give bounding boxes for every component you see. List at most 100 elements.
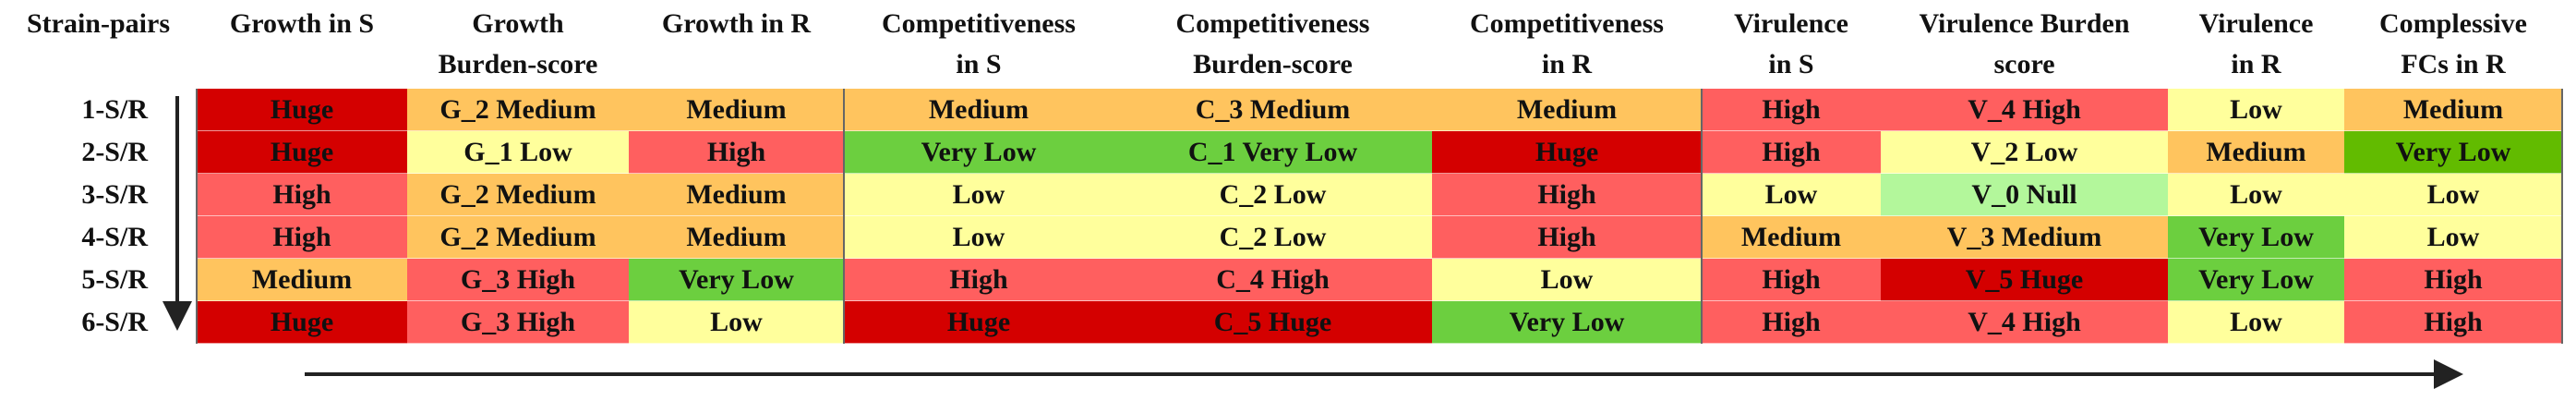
table-cell: Very Low	[2168, 259, 2344, 301]
table-cell: V_3 Medium	[1881, 216, 2168, 259]
column-header: Virulence Burden score	[1881, 4, 2168, 85]
table-cell: High	[1432, 216, 1702, 259]
header-line: Growth	[472, 8, 564, 39]
header-line: FCs in R	[2401, 49, 2506, 79]
table-cell: High	[1432, 174, 1702, 216]
row-label: 6-S/R	[81, 307, 148, 337]
row-label: 1-S/R	[81, 94, 148, 125]
table-cell: G_2 Medium	[407, 174, 629, 216]
table-cell: V_4 High	[1881, 301, 2168, 344]
column-header: Strain-pairs	[0, 4, 197, 44]
header-line: Strain-pairs	[26, 8, 170, 39]
table-cell: Medium	[844, 89, 1113, 131]
table-cell: C_3 Medium	[1113, 89, 1432, 131]
header-line: Burden-score	[438, 49, 598, 79]
table-cell: High	[1702, 301, 1881, 344]
table-cell: Huge	[1432, 131, 1702, 174]
table-cell: High	[2344, 259, 2562, 301]
table-cell: Low	[2344, 216, 2562, 259]
table-cell: Low	[1702, 174, 1881, 216]
column-header: Competitiveness in R	[1432, 4, 1702, 85]
group-separator	[1701, 89, 1703, 344]
table-cell: Medium	[629, 216, 844, 259]
table-cell: Low	[2168, 89, 2344, 131]
column-header: Complessive FCs in R	[2344, 4, 2562, 85]
header-line: Virulence	[1734, 8, 1848, 39]
table-cell: Very Low	[844, 131, 1113, 174]
table-cell: Very Low	[1432, 301, 1702, 344]
column-header: Competitiveness in S	[844, 4, 1113, 85]
group-separator	[843, 89, 845, 344]
header-line: Competitiveness	[882, 8, 1076, 39]
header-line: Competitiveness	[1470, 8, 1664, 39]
table-cell: Low	[844, 174, 1113, 216]
table-cell: High	[197, 216, 407, 259]
table-cell: Medium	[2168, 131, 2344, 174]
header-line: Competitiveness	[1175, 8, 1370, 39]
table-cell: Medium	[2344, 89, 2562, 131]
table-cell: Medium	[629, 174, 844, 216]
table-cell: Huge	[844, 301, 1113, 344]
table-cell: Medium	[629, 89, 844, 131]
column-header: Growth Burden-score	[407, 4, 629, 85]
row-label: 5-S/R	[81, 264, 148, 295]
table-cell: C_2 Low	[1113, 216, 1432, 259]
table-cell: Huge	[197, 301, 407, 344]
table-cell: G_2 Medium	[407, 89, 629, 131]
header-line: in R	[1541, 49, 1593, 79]
header-line: score	[1993, 49, 2055, 79]
table-cell: Huge	[197, 89, 407, 131]
header-line: Growth in R	[661, 8, 812, 39]
table-cell: V_2 Low	[1881, 131, 2168, 174]
column-header: Growth in S	[197, 4, 407, 44]
column-header: Growth in R	[629, 4, 844, 44]
table-cell: C_5 Huge	[1113, 301, 1432, 344]
table-cell: High	[2344, 301, 2562, 344]
table-cell: V_4 High	[1881, 89, 2168, 131]
header-line: Growth in S	[229, 8, 375, 39]
table-cell: C_2 Low	[1113, 174, 1432, 216]
table-cell: C_4 High	[1113, 259, 1432, 301]
table-cell: High	[844, 259, 1113, 301]
header-line: in S	[956, 49, 1002, 79]
table-cell: Low	[2168, 301, 2344, 344]
group-separator	[2561, 89, 2563, 344]
table-cell: High	[1702, 131, 1881, 174]
table-cell: Low	[2344, 174, 2562, 216]
column-header: Competitiveness Burden-score	[1113, 4, 1432, 85]
header-line: Complessive	[2379, 8, 2527, 39]
column-header: Virulence in R	[2168, 4, 2344, 85]
table-cell: Very Low	[2344, 131, 2562, 174]
table-cell: High	[1702, 259, 1881, 301]
header-line: in R	[2231, 49, 2281, 79]
group-separator	[196, 89, 198, 344]
table-cell: Medium	[1432, 89, 1702, 131]
table-cell: Low	[844, 216, 1113, 259]
row-label: 4-S/R	[81, 222, 148, 252]
table-cell: G_3 High	[407, 301, 629, 344]
table-cell: High	[197, 174, 407, 216]
table-cell: High	[1702, 89, 1881, 131]
table-cell: G_1 Low	[407, 131, 629, 174]
column-header: Virulence in S	[1702, 4, 1881, 85]
table-cell: G_2 Medium	[407, 216, 629, 259]
header-line: Burden-score	[1193, 49, 1353, 79]
table-cell: G_3 High	[407, 259, 629, 301]
header-line: Virulence Burden	[1919, 8, 2130, 39]
row-label: 3-S/R	[81, 179, 148, 210]
row-label: 2-S/R	[81, 137, 148, 167]
table-cell: Medium	[197, 259, 407, 301]
table-cell: Low	[1432, 259, 1702, 301]
table-cell: Very Low	[629, 259, 844, 301]
table-cell: Low	[2168, 174, 2344, 216]
table-cell: High	[629, 131, 844, 174]
table-cell: C_1 Very Low	[1113, 131, 1432, 174]
header-line: Virulence	[2198, 8, 2314, 39]
table-cell: Low	[629, 301, 844, 344]
table-cell: Huge	[197, 131, 407, 174]
table-cell: V_5 Huge	[1881, 259, 2168, 301]
table-cell: Medium	[1702, 216, 1881, 259]
table-cell: V_0 Null	[1881, 174, 2168, 216]
